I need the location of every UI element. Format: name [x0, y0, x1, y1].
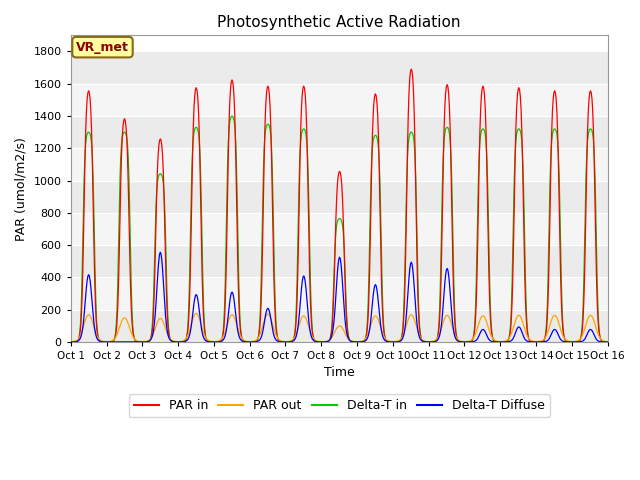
X-axis label: Time: Time [324, 367, 355, 380]
PAR out [604, 339, 612, 345]
PAR out [193, 311, 200, 316]
PAR in [408, 66, 415, 72]
Delta-T in [132, 338, 140, 344]
PAR out [405, 314, 413, 320]
Delta-T in [405, 134, 413, 140]
Bar [70, 213, 608, 245]
PAR in [215, 339, 223, 345]
Delta-T Diffuse [188, 320, 196, 325]
Line: Delta-T Diffuse: Delta-T Diffuse [70, 252, 608, 342]
Delta-T Diffuse [422, 339, 429, 345]
PAR in [77, 326, 84, 332]
Delta-T in [77, 322, 84, 327]
Bar [70, 116, 608, 148]
Text: VR_met: VR_met [76, 41, 129, 54]
Bar [70, 51, 608, 84]
PAR in [67, 339, 74, 345]
Bar [70, 277, 608, 310]
Delta-T Diffuse [157, 249, 164, 255]
PAR out [77, 333, 84, 338]
Delta-T Diffuse [406, 266, 413, 272]
PAR out [421, 338, 429, 344]
Delta-T in [67, 339, 74, 345]
Line: PAR in: PAR in [70, 69, 608, 342]
PAR in [132, 338, 140, 344]
Bar [70, 84, 608, 116]
Bar [70, 180, 608, 213]
PAR out [132, 337, 140, 343]
Line: PAR out: PAR out [70, 313, 608, 342]
Line: Delta-T in: Delta-T in [70, 116, 608, 342]
PAR out [67, 339, 74, 345]
Bar [70, 310, 608, 342]
PAR in [186, 273, 194, 279]
Delta-T Diffuse [216, 339, 224, 345]
PAR in [604, 339, 612, 345]
PAR out [186, 325, 194, 331]
PAR out [216, 338, 223, 344]
Delta-T Diffuse [121, 339, 129, 345]
Delta-T in [604, 339, 612, 345]
Delta-T Diffuse [604, 339, 612, 345]
Delta-T Diffuse [77, 335, 84, 341]
Legend: PAR in, PAR out, Delta-T in, Delta-T Diffuse: PAR in, PAR out, Delta-T in, Delta-T Dif… [129, 394, 550, 417]
Bar [70, 148, 608, 180]
Y-axis label: PAR (umol/m2/s): PAR (umol/m2/s) [15, 137, 28, 240]
Title: Photosynthetic Active Radiation: Photosynthetic Active Radiation [218, 15, 461, 30]
Delta-T in [228, 113, 236, 119]
Delta-T Diffuse [67, 339, 74, 345]
Bar [70, 245, 608, 277]
PAR in [421, 339, 429, 345]
Delta-T in [215, 339, 223, 345]
Delta-T Diffuse [132, 339, 140, 345]
PAR in [404, 111, 412, 117]
Delta-T in [186, 243, 194, 249]
Delta-T in [421, 339, 429, 345]
